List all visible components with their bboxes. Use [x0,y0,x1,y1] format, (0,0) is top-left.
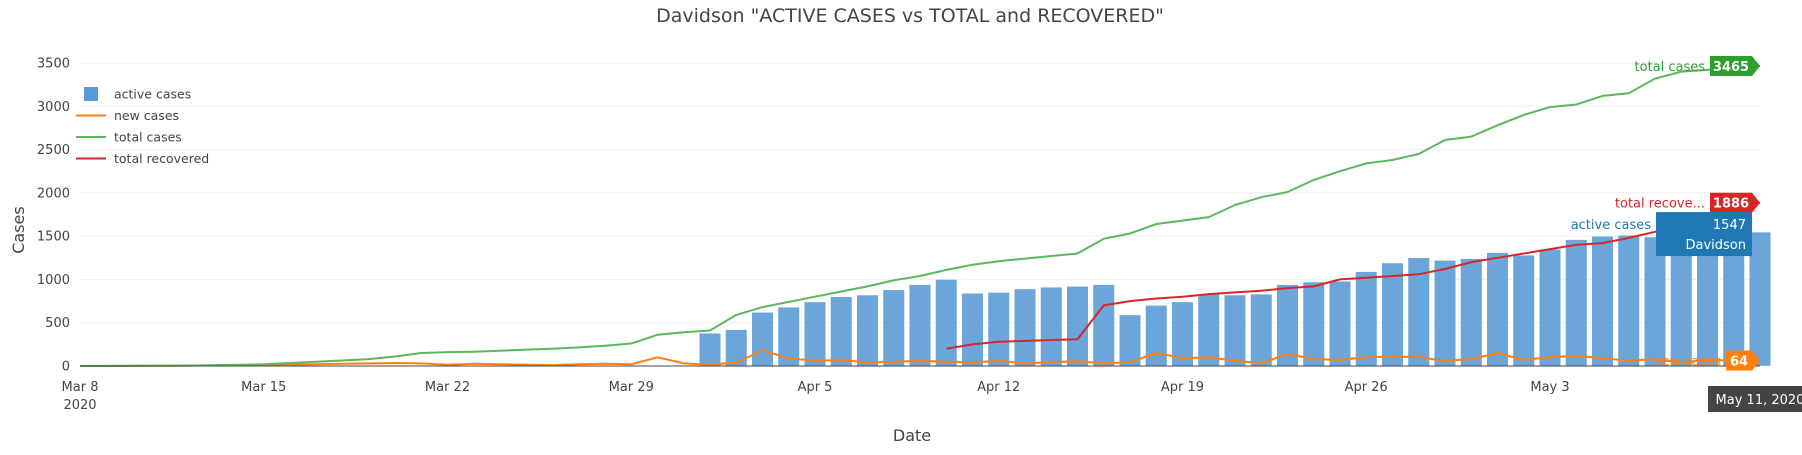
bar-active-cases[interactable] [1670,240,1693,367]
hover-date-text: May 11, 2020 [1716,393,1802,408]
x-tick-label: May 3 [1530,380,1569,395]
active-cases-bars[interactable] [698,231,1772,367]
bar-active-cases[interactable] [908,284,932,367]
bar-active-cases[interactable] [1118,314,1142,367]
bar-active-cases[interactable] [1565,239,1588,367]
bar-active-cases[interactable] [803,301,827,367]
bar-active-cases[interactable] [1538,248,1562,367]
hover-series-name: total recove... [1615,197,1705,212]
x-tick-label: Apr 12 [977,380,1020,395]
bar-active-cases[interactable] [1355,271,1378,367]
x-tick-label: Apr 19 [1161,380,1204,395]
y-tick-label: 500 [45,316,70,331]
y-tick-label: 2500 [37,143,70,158]
legend-item-total-cases[interactable]: total cases [76,130,182,145]
y-tick-label: 3500 [37,56,70,71]
x-tick-sublabel: 2020 [63,398,96,413]
bar-active-cases[interactable] [1197,293,1220,367]
bar-active-cases[interactable] [751,312,774,367]
hover-region: Davidson [1686,238,1747,253]
bar-active-cases[interactable] [1643,236,1667,367]
legend-label: active cases [114,87,191,102]
bar-active-cases[interactable] [1328,280,1352,367]
hover-label-total-recove-: 1886 total recove... [1615,192,1760,213]
bar-active-cases[interactable] [1486,252,1509,367]
bar-active-cases[interactable] [1092,284,1115,367]
bar-active-cases[interactable] [1381,262,1404,367]
x-tick-label: Apr 5 [798,380,833,395]
hover-label-active-cases: 1547 Davidson active cases [1571,212,1752,257]
bar-active-cases[interactable] [1591,235,1614,367]
x-tick-label: Mar 8 [62,380,99,395]
hover-value: 64 [1730,354,1748,369]
y-tick-label: 1500 [37,230,70,245]
hover-series-name: total cases [1634,60,1705,75]
hover-box [1726,350,1760,371]
x-tick-label: Mar 29 [609,380,654,395]
hover-date-box [1708,386,1802,412]
line-new-cases[interactable] [79,349,1761,367]
legend-item-new-cases[interactable]: new cases [76,108,179,123]
hover-box [1656,212,1752,257]
hover-box [1710,56,1760,77]
legend-item-active-cases[interactable]: active cases [84,87,191,102]
bar-active-cases[interactable] [1145,305,1168,367]
series-lines[interactable] [79,65,1761,367]
x-tick-label: Apr 26 [1345,380,1388,395]
hover-box [1710,192,1760,213]
hover-date-label: May 11, 2020 [1708,386,1802,412]
hover-label-total-cases: 3465 total cases [1634,56,1760,77]
hover-label-new-cases: 64 new cases [1653,350,1760,371]
bar-active-cases[interactable] [1066,286,1089,367]
y-tick-label: 1000 [37,273,70,288]
bar-active-cases[interactable] [961,293,984,367]
bar-active-cases[interactable] [1748,231,1772,367]
hover-labels: 3465 total cases 1886 total recove... 64 new … [1571,56,1802,412]
y-axis-ticks: 0 500 1000 1500 2000 2500 3000 3500 [37,56,70,374]
bar-active-cases[interactable] [1250,293,1273,367]
hover-value: 1886 [1713,197,1749,212]
bar-active-cases[interactable] [1460,258,1483,367]
hover-series-name: active cases [1571,218,1652,233]
chart-title: Davidson "ACTIVE CASES vs TOTAL and RECO… [656,5,1164,27]
legend-swatch [84,87,98,101]
y-tick-label: 3000 [37,100,70,115]
bar-active-cases[interactable] [987,292,1010,367]
bar-active-cases[interactable] [1223,294,1247,367]
y-tick-label: 2000 [37,186,70,201]
legend-label: total cases [114,130,182,145]
x-tick-label: Mar 22 [425,380,470,395]
hover-series-name: new cases [1653,354,1721,369]
bar-active-cases[interactable] [830,296,853,367]
hover-value: 3465 [1713,60,1749,75]
bar-active-cases[interactable] [1040,286,1063,367]
legend-item-total-recovered[interactable]: total recovered [76,151,209,166]
bar-active-cases[interactable] [856,294,879,367]
gridlines [80,62,1760,324]
legend[interactable]: active cases new cases total cases total re… [76,87,209,167]
x-axis-ticks: Mar 8 2020 Mar 15 Mar 22 Mar 29 Apr 5 Apr 12 Ap… [62,380,1570,413]
bar-active-cases[interactable] [725,329,748,367]
bar-active-cases[interactable] [1302,281,1325,367]
x-tick-label: Mar 15 [241,380,286,395]
bar-active-cases[interactable] [1617,235,1640,367]
line-total-recovered[interactable] [946,201,1761,350]
bar-active-cases[interactable] [935,279,958,367]
bar-active-cases[interactable] [1013,288,1037,367]
y-tick-label: 0 [62,360,70,375]
legend-label: total recovered [114,151,209,166]
line-total-cases[interactable] [79,65,1761,367]
bar-active-cases[interactable] [698,332,722,367]
legend-label: new cases [114,108,179,123]
x-axis-title: Date [893,426,931,445]
bar-active-cases[interactable] [1433,260,1457,367]
bar-active-cases[interactable] [1512,254,1535,367]
bar-active-cases[interactable] [882,289,905,367]
y-axis-title: Cases [9,206,28,254]
hover-value: 1547 [1713,218,1746,233]
